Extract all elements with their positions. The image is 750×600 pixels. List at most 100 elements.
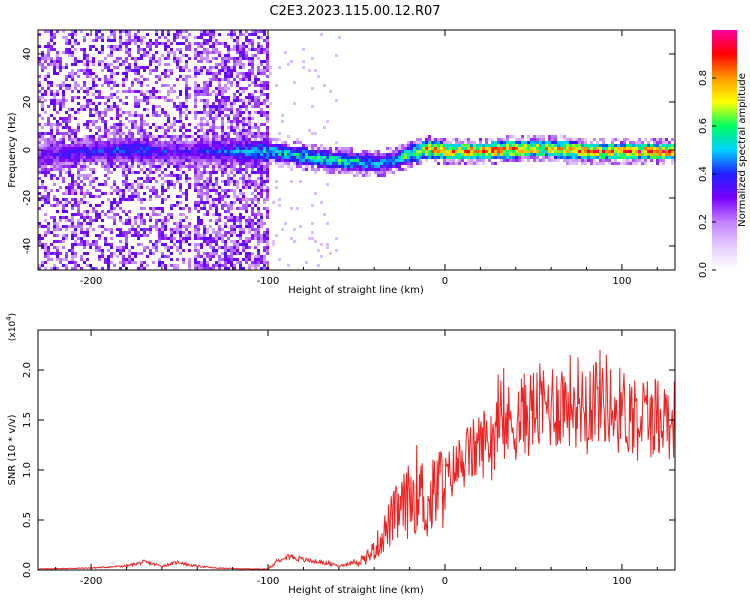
spectrogram-cell (422, 144, 425, 147)
spectrogram-cell (164, 168, 167, 171)
spectrogram-cell (95, 84, 98, 87)
spectrogram-cell (263, 135, 266, 138)
spectrogram-cell (164, 75, 167, 78)
spectrogram-cell (236, 144, 239, 147)
spectrogram-cell (53, 198, 56, 201)
spectrogram-cell (149, 168, 152, 171)
spectrogram-cell (38, 57, 41, 60)
spectrogram-cell (59, 252, 62, 255)
spectrogram-cell (323, 168, 326, 171)
spectrogram-cell (617, 156, 620, 159)
spectrogram-cell (164, 243, 167, 246)
spectrogram-cell (149, 225, 152, 228)
spectrogram-cell (77, 144, 80, 147)
spectrogram-cell (188, 147, 191, 150)
spectrogram-cell (233, 129, 236, 132)
spectrogram-cell (392, 162, 395, 165)
spectrogram-cell (122, 132, 125, 135)
spectrogram-cell (149, 93, 152, 96)
spectrogram-cell (593, 138, 596, 141)
spectrogram-cell (221, 90, 224, 93)
spectrogram-cell (560, 150, 563, 153)
spectrogram-cell (629, 162, 632, 165)
spectrogram-cell (323, 156, 326, 159)
spectrogram-cell (131, 183, 134, 186)
spectrogram-cell (254, 216, 257, 219)
spectrogram-cell (233, 138, 236, 141)
spectrogram-cell (257, 84, 260, 87)
spectrogram-cell (83, 168, 86, 171)
spectrogram-cell (623, 144, 626, 147)
spectrogram-cell (155, 192, 158, 195)
spectrogram-cell (134, 234, 137, 237)
spectrogram-cell (653, 153, 656, 156)
spectrogram-cell (71, 255, 74, 258)
spectrogram-cell (77, 213, 80, 216)
spectrogram-cell (50, 150, 53, 153)
spectrogram-cell (209, 180, 212, 183)
spectrogram-cell (179, 219, 182, 222)
spectrogram-cell (245, 108, 248, 111)
spectrogram-cell (563, 150, 566, 153)
spectrogram-cell (74, 147, 77, 150)
spectrogram-cell (65, 258, 68, 261)
spectrogram-cell (107, 69, 110, 72)
spectrogram-cell (119, 228, 122, 231)
spectrogram-cell (473, 147, 476, 150)
spectrogram-cell (83, 240, 86, 243)
spectrogram-cell (155, 249, 158, 252)
spectrogram-cell (230, 138, 233, 141)
spectrogram-cell (44, 189, 47, 192)
spectrogram-cell (44, 198, 47, 201)
spectrogram-cell (668, 153, 671, 156)
spectrogram-cell (140, 123, 143, 126)
spectrogram-cell (113, 102, 116, 105)
spectrogram-cell (290, 156, 293, 159)
spectrogram-cell (302, 159, 305, 162)
spectrogram-cell (293, 162, 296, 165)
spectrogram-cell (131, 228, 134, 231)
spectrogram-cell (410, 144, 413, 147)
spectrogram-cell (218, 102, 221, 105)
spectrogram-cell (44, 45, 47, 48)
spectrogram-cell (98, 159, 101, 162)
spectrogram-cell (617, 150, 620, 153)
spectrogram-cell (167, 54, 170, 57)
spectrogram-cell (59, 156, 62, 159)
spectrogram-cell (182, 213, 185, 216)
spectrogram-cell (179, 156, 182, 159)
spectrogram-cell (167, 93, 170, 96)
spectrogram-cell (218, 138, 221, 141)
spectrogram-cell (536, 138, 539, 141)
spectrogram-cell (182, 36, 185, 39)
spectrogram-cell (254, 222, 257, 225)
spectrogram-cell (239, 135, 242, 138)
spectrogram-cell (113, 30, 116, 33)
spectrogram-cell (239, 252, 242, 255)
spectrogram-cell (143, 192, 146, 195)
spectrogram-cell (347, 171, 350, 174)
spectrogram-cell (437, 153, 440, 156)
spectrogram-cell (632, 156, 635, 159)
spectrogram-cell (479, 147, 482, 150)
spectrogram-cell (182, 162, 185, 165)
spectrogram-cell (203, 144, 206, 147)
spectrogram-cell (431, 144, 434, 147)
spectrogram-cell (167, 165, 170, 168)
spectrogram-cell (584, 147, 587, 150)
spectrogram-cell (299, 147, 302, 150)
spectrogram-cell (134, 66, 137, 69)
spectrogram-cell (185, 156, 188, 159)
spectrogram-cell (176, 231, 179, 234)
spectrogram-cell (260, 102, 263, 105)
spectrogram-cell (59, 240, 62, 243)
spectrogram-cell (83, 147, 86, 150)
spectrogram-cell (404, 168, 407, 171)
spectrogram-cell (191, 162, 194, 165)
spectrogram-cell (494, 153, 497, 156)
spectrogram-cell (230, 213, 233, 216)
spectrogram-cell (227, 33, 230, 36)
spectrogram-cell (83, 174, 86, 177)
spectrogram-cell (47, 156, 50, 159)
spectrogram-cell (542, 144, 545, 147)
